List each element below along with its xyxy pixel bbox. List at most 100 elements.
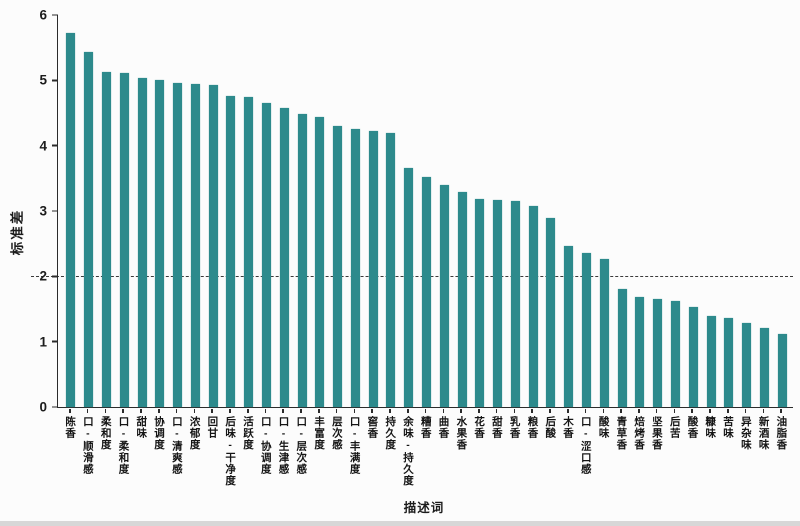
x-tick-label: 口-涩口感 — [579, 416, 592, 475]
x-tick-label: 甜味 — [135, 416, 148, 439]
x-tick-mark — [638, 409, 640, 413]
x-tick-label: 陈香 — [64, 416, 77, 439]
x-label-slot: 青草香 — [612, 409, 630, 451]
bar — [66, 33, 76, 407]
x-tick-label: 口-生津感 — [277, 416, 290, 475]
x-label-slot: 陈香 — [61, 409, 79, 439]
y-tick-mark — [52, 275, 58, 278]
bar — [386, 133, 396, 407]
y-tick: 6 — [14, 8, 58, 23]
x-tick-label: 酸味 — [597, 416, 610, 439]
y-tick: 2 — [14, 269, 58, 284]
x-label-slot: 活跃度 — [239, 409, 257, 451]
y-tick-mark — [52, 210, 58, 212]
x-label-slot: 协调度 — [150, 409, 168, 451]
bar-slot — [258, 15, 276, 407]
x-axis-labels: 陈香 口-顺滑感 柔和度 口-柔和度 甜味 协调度 口-清爽感 浓郁度 回甘 后味-干净度 活跃度口… — [57, 409, 792, 487]
x-tick-mark — [549, 409, 551, 413]
bar-slot — [364, 15, 382, 407]
y-tick: 5 — [14, 73, 58, 88]
bar-slot — [720, 15, 738, 407]
x-tick-mark — [389, 409, 391, 413]
bar — [510, 200, 520, 407]
bar-slot — [471, 15, 489, 407]
y-tick: 3 — [14, 204, 58, 219]
x-tick-label: 酸香 — [686, 416, 699, 439]
bar-slot — [631, 15, 649, 407]
bar — [670, 300, 680, 407]
x-label-slot: 糟香 — [417, 409, 435, 439]
x-tick-label: 活跃度 — [241, 416, 254, 451]
x-label-slot: 酸香 — [683, 409, 701, 439]
x-tick-label: 乳香 — [508, 416, 521, 439]
bar-slot — [98, 15, 116, 407]
x-axis-title: 描述词 — [403, 501, 445, 515]
bar-slot — [240, 15, 258, 407]
x-label-slot: 酸味 — [594, 409, 612, 439]
bar — [653, 298, 663, 407]
bars-row — [58, 15, 793, 407]
bar — [724, 318, 734, 407]
x-tick-mark — [566, 409, 569, 413]
bar — [706, 316, 716, 407]
bar-slot — [186, 15, 204, 407]
y-tick-mark — [52, 79, 58, 82]
x-tick-mark — [584, 409, 587, 413]
x-tick-label: 柔和度 — [99, 416, 112, 451]
bar — [493, 199, 503, 407]
x-tick-label: 后酸 — [544, 416, 557, 439]
x-label-slot: 后味-干净度 — [221, 409, 239, 487]
x-tick-label: 浓郁度 — [188, 416, 201, 451]
x-tick-mark — [478, 409, 480, 413]
bar-slot — [435, 15, 453, 407]
x-tick-label: 口-柔和度 — [117, 416, 130, 475]
bar-slot — [293, 15, 311, 407]
x-tick-label: 苦味 — [722, 416, 735, 439]
x-tick-mark — [620, 409, 622, 413]
bar — [101, 71, 111, 407]
bar — [564, 246, 574, 407]
x-tick-mark — [744, 409, 747, 413]
bar-slot — [453, 15, 471, 407]
x-label-slot: 柔和度 — [97, 409, 115, 451]
x-tick-mark — [371, 409, 373, 413]
x-tick-mark — [140, 409, 142, 413]
bar-slot — [418, 15, 436, 407]
x-tick-label: 余味-持久度 — [401, 416, 414, 487]
y-tick-label: 6 — [39, 7, 47, 23]
x-tick-label: 水果香 — [455, 416, 468, 451]
x-label-slot: 木香 — [559, 409, 577, 439]
x-tick-label: 口-清爽感 — [170, 416, 183, 475]
plot-area: 0 1 2 3 4 5 6 — [31, 8, 793, 415]
bar — [475, 198, 485, 407]
x-label-slot: 坚果香 — [648, 409, 666, 451]
x-tick-mark — [300, 409, 302, 413]
x-label-slot: 层次感 — [328, 409, 346, 451]
x-tick-label: 口-协调度 — [259, 416, 272, 475]
x-tick-label: 甜香 — [490, 416, 503, 439]
x-label-slot: 持久度 — [381, 409, 399, 451]
bar — [155, 79, 165, 407]
y-tick-label: 2 — [39, 268, 47, 284]
x-tick-label: 持久度 — [384, 416, 397, 451]
bar — [742, 323, 752, 407]
bar-slot — [755, 15, 773, 407]
bar-slot — [684, 15, 702, 407]
x-tick-label: 口-丰满度 — [348, 416, 361, 475]
bar — [244, 97, 254, 407]
x-label-slot: 异杂味 — [737, 409, 755, 451]
y-tick-mark — [52, 144, 58, 147]
bar — [315, 116, 325, 407]
bar-slot — [738, 15, 756, 407]
bar-slot — [595, 15, 613, 407]
x-tick-label: 后苦 — [668, 416, 681, 439]
bar-slot — [489, 15, 507, 407]
bar-slot — [400, 15, 418, 407]
bar — [582, 252, 592, 407]
x-label-slot: 口-丰满度 — [346, 409, 364, 475]
bar — [84, 52, 94, 407]
x-tick-label: 协调度 — [153, 416, 166, 451]
x-tick-mark — [264, 409, 267, 413]
x-tick-mark — [86, 409, 89, 413]
bar-slot — [649, 15, 667, 407]
